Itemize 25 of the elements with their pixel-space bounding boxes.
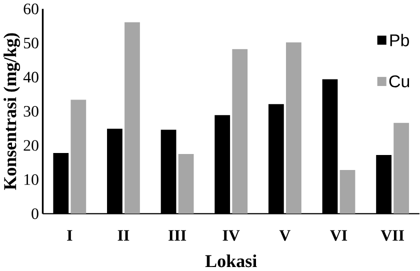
bar	[70, 100, 86, 214]
y-axis-title: Konsentrasi (mg/kg)	[4, 33, 20, 190]
x-tick-label: III	[168, 230, 186, 241]
legend-label: Pb	[390, 34, 409, 46]
y-tick-label: 40	[23, 72, 38, 83]
x-tick-label: I	[67, 230, 72, 241]
y-tick-label: 60	[24, 4, 38, 14]
x-tick-label: VI	[330, 230, 348, 241]
y-tick-label: 50	[24, 38, 38, 49]
x-tick-label: IV	[222, 230, 240, 241]
x-tick-label: II	[118, 230, 130, 241]
y-tick-label: 30	[24, 106, 38, 117]
bar	[286, 42, 302, 214]
y-tick-label: 10	[24, 174, 38, 186]
y-tick-label: 20	[24, 140, 38, 151]
y-tick-label: 0	[32, 208, 38, 220]
x-tick-label: V	[279, 230, 290, 241]
bar	[232, 49, 248, 214]
bar	[178, 154, 194, 214]
bar	[340, 170, 356, 214]
bar	[124, 22, 140, 214]
bar	[394, 123, 410, 214]
x-axis-title: Lokasi	[205, 254, 257, 268]
legend-label: Cu	[389, 75, 410, 88]
x-tick-label: VII	[380, 230, 404, 241]
